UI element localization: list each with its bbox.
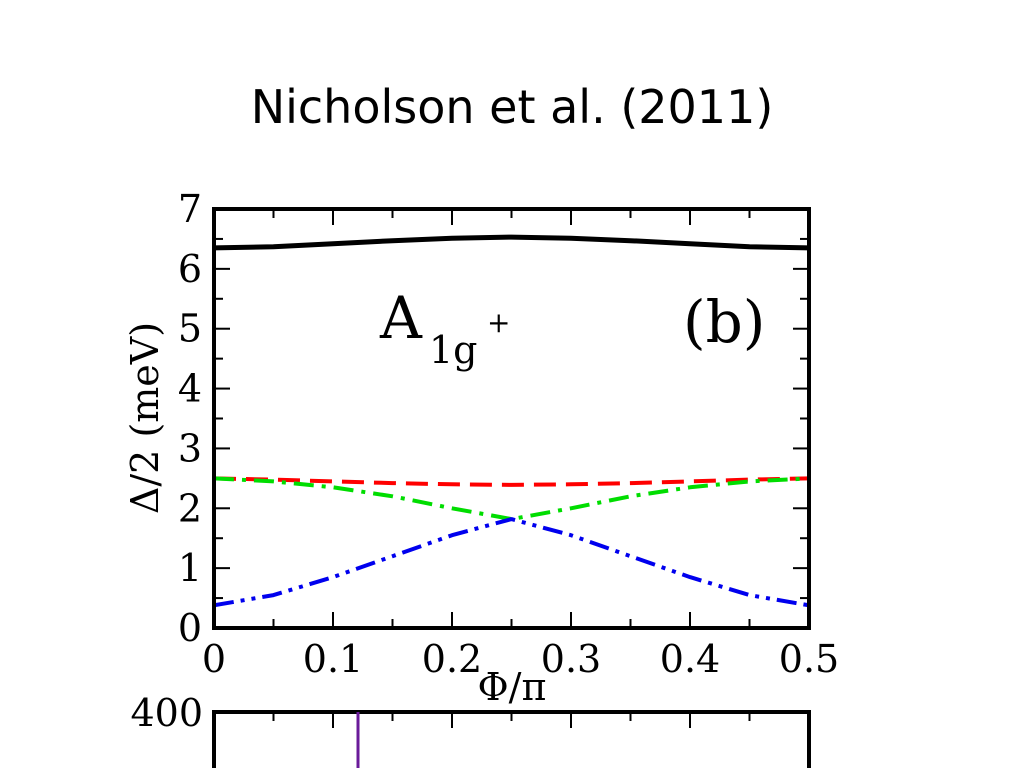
symmetry-label-main: A: [379, 284, 423, 352]
y-tick-label: 7: [178, 187, 202, 231]
slide-title: Nicholson et al. (2011): [250, 80, 774, 134]
y-axis-label: Δ/2 (meV): [123, 322, 167, 514]
series-line-1: [214, 476, 809, 487]
y-tick-label: 6: [178, 247, 202, 291]
symmetry-label-sub: 1g: [429, 328, 478, 372]
x-tick-label: 0: [202, 637, 226, 681]
y-tick-label: 0: [178, 606, 202, 650]
x-tick-label: 0.2: [422, 637, 482, 681]
axis-ticks: [213, 208, 810, 629]
series-layer: [214, 234, 809, 608]
y-tick-label: 5: [178, 307, 202, 351]
plot-frame: [212, 207, 811, 630]
lower-axis-ticks: [213, 712, 810, 728]
x-axis-label: Φ/π: [478, 665, 547, 709]
y-tick-label: 3: [178, 426, 202, 470]
series-line-2: [214, 476, 809, 522]
series-line-0: [214, 234, 809, 251]
lower-y-tick-label: 400: [130, 691, 203, 735]
symmetry-label-sup: +: [487, 306, 510, 339]
x-tick-label: 0.1: [303, 637, 363, 681]
y-tick-label: 1: [178, 546, 202, 590]
y-tick-label: 2: [178, 486, 202, 530]
series-line-3: [214, 517, 809, 608]
x-tick-label: 0.3: [541, 637, 601, 681]
tick-labels: 0 1 2 3 4 5 6 7 0 0.1 0.2 0.3 0.4 0.5: [178, 187, 839, 681]
panel-tag: (b): [683, 288, 765, 356]
y-tick-label: 4: [178, 367, 202, 411]
x-tick-label: 0.5: [779, 637, 839, 681]
x-tick-label: 0.4: [660, 637, 720, 681]
